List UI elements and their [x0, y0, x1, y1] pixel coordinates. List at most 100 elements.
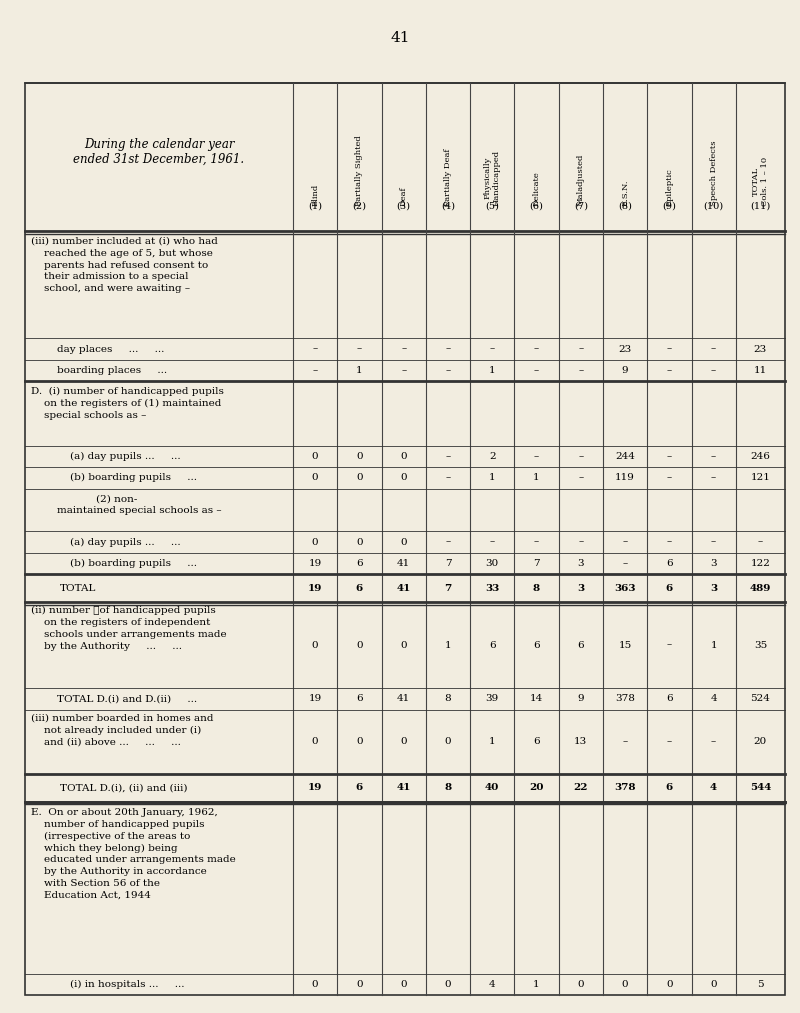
Text: 0: 0 [710, 980, 717, 989]
Text: 0: 0 [356, 737, 362, 747]
Text: 544: 544 [750, 783, 771, 792]
Text: D.  (i) number of handicapped pupils
    on the registers of (1) maintained
    : D. (i) number of handicapped pupils on t… [31, 387, 224, 420]
Text: 0: 0 [356, 538, 362, 547]
Text: –: – [711, 473, 716, 482]
Text: –: – [401, 344, 406, 354]
Text: 41: 41 [397, 583, 411, 593]
Text: 40: 40 [485, 783, 499, 792]
Text: 524: 524 [750, 694, 770, 703]
Text: 8: 8 [445, 783, 451, 792]
Text: TOTAL D.(i), (ii) and (iii): TOTAL D.(i), (ii) and (iii) [60, 783, 187, 792]
Text: 6: 6 [666, 559, 673, 568]
Text: 1: 1 [356, 366, 362, 375]
Text: –: – [758, 538, 763, 547]
Text: 244: 244 [615, 452, 635, 461]
Text: 19: 19 [309, 694, 322, 703]
Text: –: – [534, 344, 539, 354]
Text: 13: 13 [574, 737, 587, 747]
Text: (i) in hospitals ...     ...: (i) in hospitals ... ... [31, 980, 185, 989]
Text: 41: 41 [397, 694, 410, 703]
Text: 6: 6 [534, 640, 540, 649]
Text: 30: 30 [486, 559, 499, 568]
Text: (11): (11) [750, 202, 770, 211]
Text: –: – [534, 452, 539, 461]
Text: 33: 33 [485, 583, 499, 593]
Text: –: – [446, 344, 450, 354]
Text: –: – [622, 737, 628, 747]
Text: (ii) number ༻of handicapped pupils
    on the registers of independent
    schoo: (ii) number ༻of handicapped pupils on th… [31, 606, 226, 650]
Text: Partially Sighted: Partially Sighted [355, 136, 363, 206]
Text: Maladjusted: Maladjusted [577, 154, 585, 206]
Text: 0: 0 [622, 980, 629, 989]
Text: 41: 41 [390, 31, 410, 45]
Text: (8): (8) [618, 202, 632, 211]
Text: 8: 8 [533, 583, 540, 593]
Text: 1: 1 [489, 473, 495, 482]
Text: Partially Deaf: Partially Deaf [444, 149, 452, 206]
Text: –: – [622, 538, 628, 547]
Text: –: – [357, 344, 362, 354]
Text: 0: 0 [356, 452, 362, 461]
Text: 378: 378 [614, 783, 636, 792]
Text: 9: 9 [578, 694, 584, 703]
Text: 1: 1 [710, 640, 717, 649]
Text: 0: 0 [445, 737, 451, 747]
Text: 11: 11 [754, 366, 767, 375]
Text: 0: 0 [400, 640, 407, 649]
Text: Speech Defects: Speech Defects [710, 141, 718, 206]
Text: 39: 39 [486, 694, 499, 703]
Text: Deaf: Deaf [400, 186, 408, 206]
Text: 4: 4 [710, 783, 718, 792]
Text: Epileptic: Epileptic [666, 168, 674, 206]
Text: (a) day pupils ...     ...: (a) day pupils ... ... [31, 538, 181, 547]
Text: 119: 119 [615, 473, 635, 482]
Text: –: – [534, 366, 539, 375]
Text: –: – [313, 366, 318, 375]
Text: –: – [446, 538, 450, 547]
Text: –: – [578, 344, 583, 354]
Text: (7): (7) [574, 202, 588, 211]
Text: (b) boarding pupils     ...: (b) boarding pupils ... [31, 559, 197, 568]
Text: 489: 489 [750, 583, 771, 593]
Text: –: – [711, 366, 716, 375]
Text: –: – [711, 344, 716, 354]
Text: 23: 23 [754, 344, 767, 354]
Text: 3: 3 [578, 583, 584, 593]
Text: –: – [666, 640, 672, 649]
Text: 363: 363 [614, 583, 636, 593]
Text: 9: 9 [622, 366, 629, 375]
Text: (9): (9) [662, 202, 676, 211]
Text: (a) day pupils ...     ...: (a) day pupils ... ... [31, 452, 181, 461]
Text: 0: 0 [400, 452, 407, 461]
Text: –: – [666, 538, 672, 547]
Text: –: – [578, 366, 583, 375]
Text: 0: 0 [312, 980, 318, 989]
Text: (6): (6) [530, 202, 543, 211]
Text: TOTAL D.(i) and D.(ii)     ...: TOTAL D.(i) and D.(ii) ... [31, 694, 197, 703]
Text: 0: 0 [666, 980, 673, 989]
Text: 1: 1 [489, 366, 495, 375]
Text: 15: 15 [618, 640, 632, 649]
Text: 41: 41 [397, 783, 411, 792]
Text: 121: 121 [750, 473, 770, 482]
Text: 19: 19 [308, 783, 322, 792]
Text: 6: 6 [356, 583, 363, 593]
Text: 6: 6 [534, 737, 540, 747]
Text: 2: 2 [489, 452, 495, 461]
Text: 1: 1 [534, 980, 540, 989]
Text: 0: 0 [400, 538, 407, 547]
Text: –: – [622, 559, 628, 568]
Text: 41: 41 [397, 559, 410, 568]
Text: 0: 0 [356, 980, 362, 989]
Text: Delicate: Delicate [533, 171, 541, 206]
Text: 6: 6 [666, 583, 673, 593]
Text: TOTAL
Cols. 1 – 10: TOTAL Cols. 1 – 10 [752, 157, 769, 206]
Text: (10): (10) [703, 202, 724, 211]
Text: –: – [490, 538, 495, 547]
Text: 1: 1 [489, 737, 495, 747]
Text: (4): (4) [441, 202, 455, 211]
Text: 3: 3 [710, 583, 718, 593]
Text: –: – [446, 366, 450, 375]
Text: –: – [446, 473, 450, 482]
Text: (iii) number boarded in homes and
    not already included under (i)
    and (ii: (iii) number boarded in homes and not al… [31, 713, 214, 747]
